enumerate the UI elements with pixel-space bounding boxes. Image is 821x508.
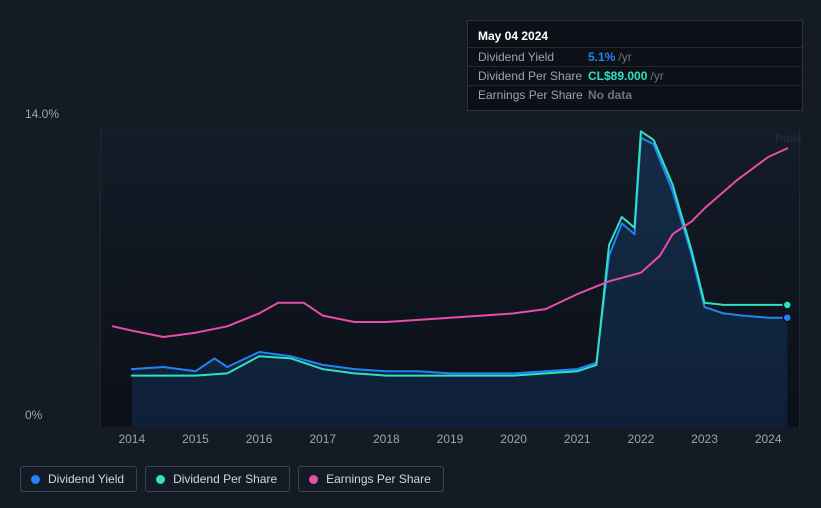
tooltip-row-unit: /yr (618, 50, 631, 64)
legend-item[interactable]: Earnings Per Share (298, 466, 444, 492)
legend-dot-icon (31, 475, 40, 484)
x-tick: 2023 (691, 432, 718, 446)
tooltip-row: Dividend Yield5.1% /yr (468, 47, 802, 66)
tooltip-panel: May 04 2024 Dividend Yield5.1% /yrDivide… (467, 20, 803, 111)
tooltip-row-value: No data (588, 88, 632, 102)
tooltip-row: Earnings Per ShareNo data (468, 85, 802, 104)
x-tick: 2022 (628, 432, 655, 446)
series-end-dot-icon (783, 301, 791, 309)
legend-item[interactable]: Dividend Per Share (145, 466, 290, 492)
x-tick: 2016 (246, 432, 273, 446)
x-tick: 2015 (182, 432, 209, 446)
x-tick: 2019 (437, 432, 464, 446)
tooltip-row-label: Earnings Per Share (478, 88, 588, 102)
x-tick: 2017 (309, 432, 336, 446)
legend-label: Dividend Yield (48, 472, 124, 486)
legend-item[interactable]: Dividend Yield (20, 466, 137, 492)
y-axis-min-label: 0% (25, 408, 42, 422)
tooltip-row-label: Dividend Per Share (478, 69, 588, 83)
x-tick: 2020 (500, 432, 527, 446)
x-tick: 2024 (755, 432, 782, 446)
x-axis: 2014 2015 2016 2017 2018 2019 2020 2021 2022 2023… (60, 432, 800, 452)
tooltip-row-label: Dividend Yield (478, 50, 588, 64)
tooltip-row-value: CL$89.000 (588, 69, 647, 83)
tooltip-row-unit: /yr (650, 69, 663, 83)
tooltip-row: Dividend Per ShareCL$89.000 /yr (468, 66, 802, 85)
tooltip-row-value: 5.1% (588, 50, 615, 64)
legend: Dividend Yield Dividend Per Share Earnings… (20, 466, 444, 492)
chart-svg (100, 127, 800, 427)
series-end-dot-icon (783, 314, 791, 322)
x-tick: 2018 (373, 432, 400, 446)
y-axis-max-label: 14.0% (25, 107, 59, 121)
chart-area-fill (132, 138, 788, 427)
legend-dot-icon (309, 475, 318, 484)
tooltip-date: May 04 2024 (468, 27, 802, 47)
legend-label: Dividend Per Share (173, 472, 277, 486)
x-tick: 2021 (564, 432, 591, 446)
legend-label: Earnings Per Share (326, 472, 431, 486)
legend-dot-icon (156, 475, 165, 484)
x-tick: 2014 (118, 432, 145, 446)
